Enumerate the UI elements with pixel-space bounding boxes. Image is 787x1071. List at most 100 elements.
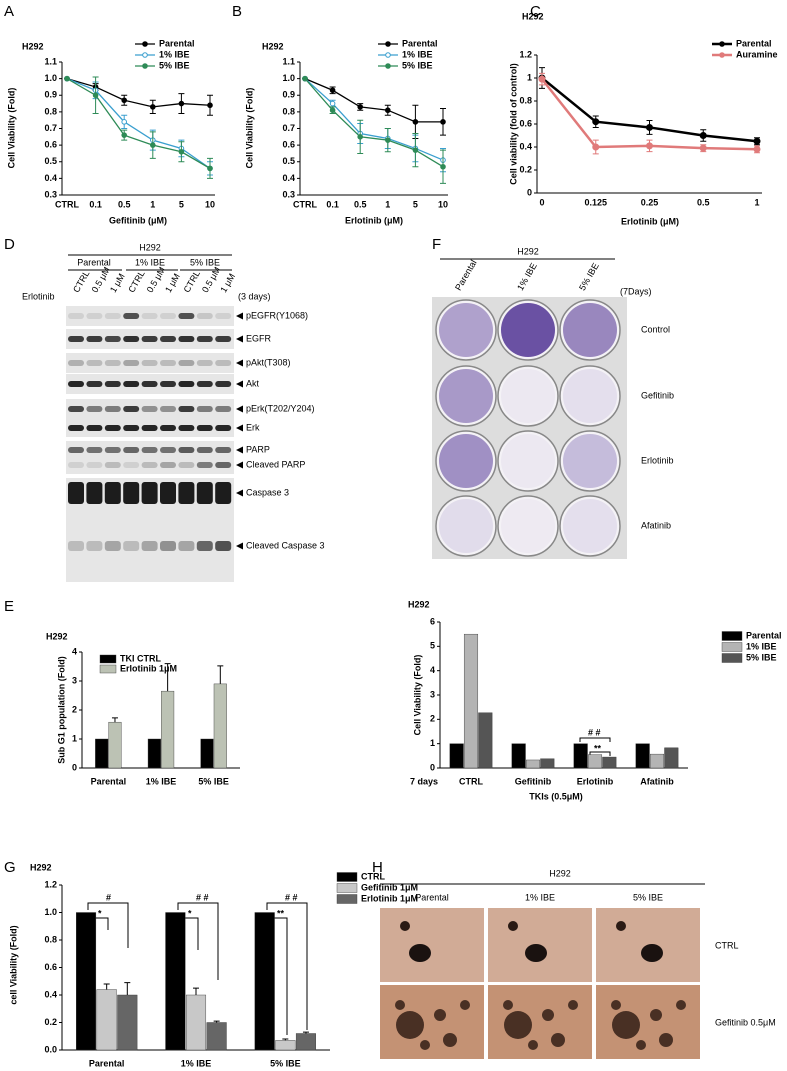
blot-strip [66, 399, 234, 419]
y-tick-label: 1.0 [44, 73, 57, 83]
y-axis-label: Cell Viability (Fold) [244, 88, 254, 169]
spheroid-column: 1% IBE [525, 892, 555, 902]
x-tick-label: Parental [89, 1058, 125, 1068]
x-axis-label: TKIs (0.5μM) [529, 791, 583, 801]
bracket [177, 902, 219, 980]
legend-label: 5% IBE [746, 652, 777, 662]
panel-label: B [232, 3, 242, 20]
blot-band-label: Erk [246, 422, 260, 432]
blot-band [196, 313, 213, 319]
x-tick-label: 1% IBE [181, 1058, 212, 1068]
spheroid [443, 1033, 457, 1047]
bar [275, 1040, 296, 1051]
spheroid [434, 1009, 446, 1021]
point [92, 92, 99, 99]
bar [511, 743, 526, 769]
x-tick-label: Erlotinib [577, 776, 614, 786]
blot-band [178, 406, 195, 412]
y-tick-label: 0.3 [282, 189, 295, 199]
bar [161, 690, 175, 769]
panel-label: G [4, 859, 16, 876]
bar [117, 994, 138, 1051]
y-tick-label: 0.8 [44, 934, 57, 944]
y-tick-label: 5 [430, 641, 435, 651]
colony-row: Afatinib [641, 520, 671, 530]
point [753, 137, 761, 145]
x-axis-label: Erlotinib (μM) [345, 215, 403, 225]
blot-band [196, 381, 213, 387]
blot-band [215, 482, 232, 504]
point [207, 165, 213, 172]
error-bar [282, 1038, 289, 1041]
blot-band [178, 425, 195, 431]
blot-band [178, 447, 195, 453]
blot-band [215, 381, 232, 387]
blot-band [160, 447, 176, 453]
error-bar [111, 717, 118, 723]
legend-marker [385, 52, 391, 58]
spheroid-column: 5% IBE [633, 892, 663, 902]
plate [559, 495, 621, 557]
bar [213, 683, 227, 769]
legend-swatch [99, 664, 117, 674]
plate [497, 430, 559, 492]
legend-swatch [721, 653, 743, 663]
x-tick-label: 0 [539, 197, 544, 207]
x-tick-label: 5% IBE [198, 776, 229, 786]
colony-title: H292 [517, 246, 539, 256]
blot-band-label: pAkt(T308) [246, 357, 291, 367]
spheroid [676, 1000, 686, 1010]
x-axis-label: Erlotinib (μM) [621, 216, 679, 226]
colony-row: Control [641, 324, 670, 334]
legend-label: 5% IBE [402, 60, 433, 70]
legend-label: Erlotinib 1μM [361, 893, 418, 903]
y-tick-label: 1.1 [282, 56, 295, 66]
blot-band-label: EGFR [246, 333, 272, 343]
bracket [589, 751, 611, 756]
blot-band [215, 462, 232, 468]
y-axis-label: Cell Viability (Fold) [6, 88, 16, 169]
bar [147, 738, 161, 769]
blot-band [215, 313, 232, 319]
chart-title: H292 [408, 599, 430, 609]
blot-band [215, 406, 232, 412]
blot-band-label: Akt [246, 378, 260, 388]
y-tick-label: 0.4 [44, 989, 57, 999]
blot-band [141, 381, 158, 387]
y-axis-label: Cell viability (fold of control) [508, 63, 518, 185]
y-tick-label: 0.6 [44, 140, 57, 150]
blot-band [178, 360, 195, 366]
blot-lane: 1 μM [218, 272, 237, 294]
spheroid [460, 1000, 470, 1010]
blot-band [141, 425, 158, 431]
plate [435, 299, 497, 361]
blot-band [196, 462, 213, 468]
point [699, 132, 707, 139]
legend-swatch [336, 883, 358, 893]
annotation: # # [588, 727, 601, 737]
plate-colonies [563, 434, 617, 488]
point [64, 75, 70, 82]
plate-colonies [439, 303, 493, 357]
bar [206, 1022, 227, 1051]
blot-lane: 1 μM [108, 272, 127, 294]
legend-label: 1% IBE [402, 49, 433, 59]
blot-duration: (3 days) [238, 291, 271, 301]
x-tick-label: 0.5 [354, 199, 367, 209]
plate-colonies [439, 434, 493, 488]
blot-band [123, 462, 140, 468]
panel-label: D [4, 236, 15, 253]
plate [435, 495, 497, 557]
legend-marker [719, 52, 725, 58]
panel-label: C [530, 3, 541, 20]
blot-band-label: Caspase 3 [246, 487, 289, 497]
blot-arrow [236, 461, 243, 469]
spheroid-column: Parental [415, 892, 449, 902]
x-tick-label: 1 [385, 199, 390, 209]
blot-band [160, 406, 176, 412]
point [440, 119, 446, 125]
chart-title: H292 [22, 41, 44, 51]
blot-band [141, 462, 158, 468]
spheroid [568, 1000, 578, 1010]
y-tick-label: 1.0 [282, 73, 295, 83]
